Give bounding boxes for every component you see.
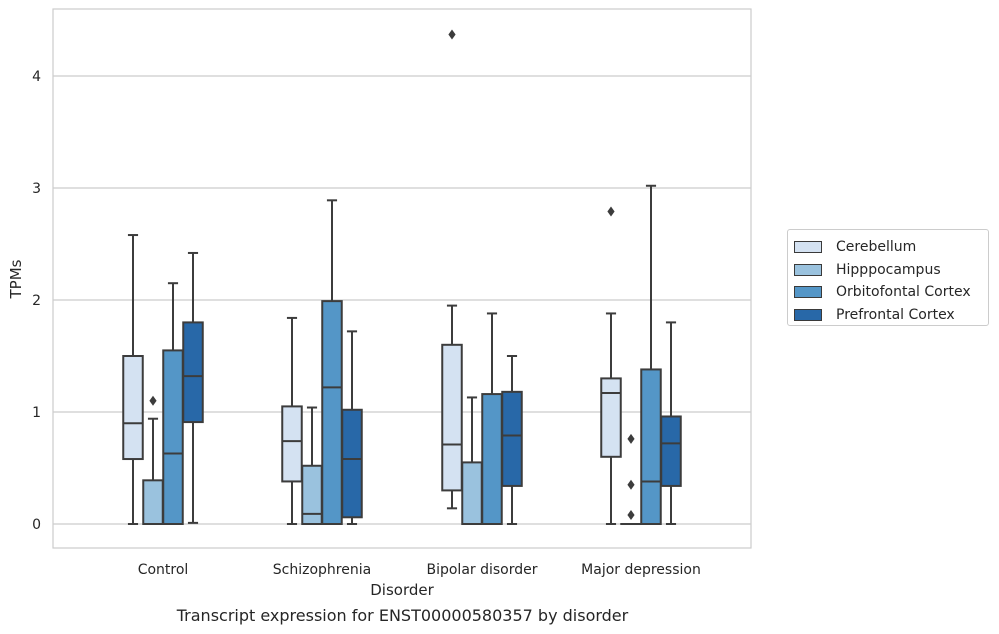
legend: Cerebellum Hipppocampus Orbitofontal Corte… (787, 229, 989, 326)
box-orbitofontal-cortex (640, 184, 662, 525)
box-prefrontal-cortex (182, 251, 204, 524)
iqr-box (321, 300, 343, 525)
legend-swatch (794, 286, 822, 298)
box-hipppocampus (620, 433, 642, 526)
box-hipppocampus (142, 395, 164, 526)
x-tick-label: Bipolar disorder (426, 562, 537, 578)
outlier-marker (149, 395, 157, 406)
box-orbitofontal-cortex (321, 199, 343, 525)
legend-label: Cerebellum (836, 239, 917, 255)
box-orbitofontal-cortex (162, 282, 184, 525)
legend-item: Orbitofontal Cortex (794, 283, 971, 301)
x-axis-label: Disorder (370, 581, 434, 599)
iqr-box (182, 321, 204, 424)
box-orbitofontal-cortex (481, 312, 503, 525)
outlier-marker (607, 206, 615, 217)
iqr-box (660, 415, 682, 487)
y-tick-label: 1 (32, 405, 41, 421)
x-tick-label: Major depression (581, 562, 701, 578)
tick-labels: 0 1 2 3 4 Control Schizophrenia Bipolar disorde… (32, 69, 701, 578)
y-axis-label: TPMs (7, 259, 25, 299)
legend-label: Hipppocampus (836, 261, 941, 278)
legend-swatch (794, 263, 822, 276)
y-tick-label: 0 (32, 517, 41, 533)
box-cerebellum (281, 316, 303, 525)
box-hipppocampus (461, 396, 483, 525)
y-tick-label: 4 (32, 69, 41, 85)
legend-label: Prefrontal Cortex (836, 306, 955, 323)
legend-item: Hipppocampus (794, 261, 941, 279)
box-prefrontal-cortex (660, 321, 682, 525)
iqr-box (122, 355, 144, 461)
box-hipppocampus (301, 406, 323, 526)
iqr-box (640, 368, 662, 525)
iqr-box (281, 405, 303, 483)
x-tick-label: Control (138, 562, 189, 578)
y-tick-label: 3 (32, 181, 41, 197)
iqr-box (600, 377, 622, 458)
iqr-box (441, 343, 463, 492)
iqr-box (501, 390, 523, 487)
outlier-marker (627, 510, 635, 521)
legend-label: Orbitofontal Cortex (836, 284, 971, 300)
plot-area-frame (52, 8, 752, 549)
legend-swatch (794, 241, 822, 253)
legend-item: Prefrontal Cortex (794, 306, 955, 324)
box-cerebellum (122, 234, 144, 525)
x-tick-label: Schizophrenia (273, 562, 371, 578)
legend-swatch (794, 308, 822, 321)
box-prefrontal-cortex (501, 355, 523, 525)
box-cerebellum (600, 206, 622, 525)
iqr-box (481, 393, 503, 525)
y-tick-label: 2 (32, 293, 41, 309)
boxes (122, 29, 682, 526)
outlier-marker (627, 479, 635, 490)
iqr-box (142, 479, 164, 526)
outlier-marker (627, 433, 635, 444)
outlier-marker (448, 29, 456, 40)
iqr-box (162, 349, 184, 525)
iqr-box (301, 464, 323, 526)
iqr-box (461, 461, 483, 525)
chart-caption: Transcript expression for ENST0000058035… (176, 606, 629, 625)
iqr-box (341, 408, 363, 519)
legend-item: Cerebellum (794, 238, 916, 256)
box-prefrontal-cortex (341, 330, 363, 525)
box-cerebellum (441, 29, 463, 510)
